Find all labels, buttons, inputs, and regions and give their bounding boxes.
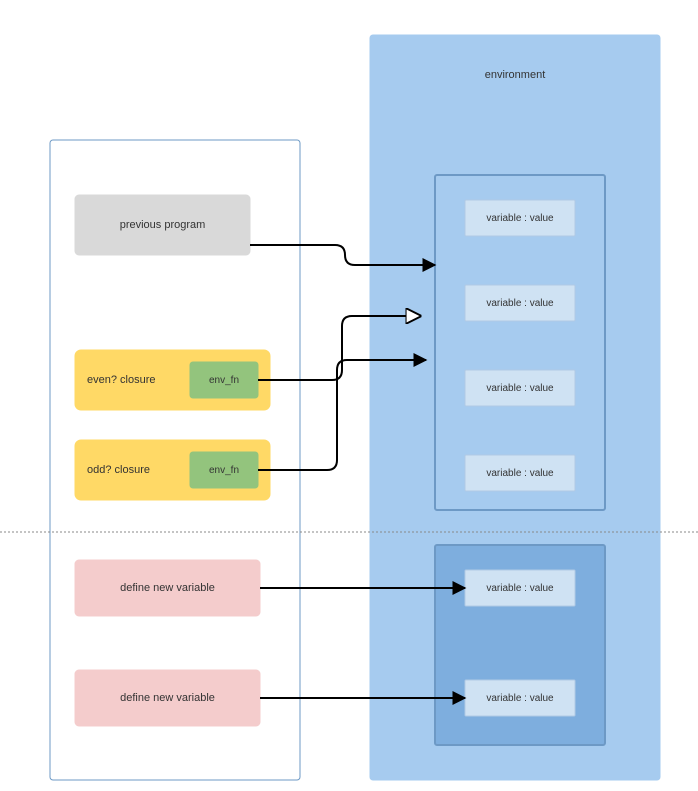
variable-label-5: variable : value	[465, 680, 575, 716]
odd-envfn-label: env_fn	[190, 452, 258, 488]
environment-title: environment	[370, 65, 660, 85]
variable-label-4: variable : value	[465, 570, 575, 606]
define-var-2-label: define new variable	[75, 670, 260, 726]
even-envfn-label: env_fn	[190, 362, 258, 398]
prev-program-label: previous program	[75, 195, 250, 255]
define-var-1-label: define new variable	[75, 560, 260, 616]
variable-label-1: variable : value	[465, 285, 575, 321]
variable-label-0: variable : value	[465, 200, 575, 236]
variable-label-2: variable : value	[465, 370, 575, 406]
odd-closure-label: odd? closure	[83, 440, 193, 500]
variable-label-3: variable : value	[465, 455, 575, 491]
even-closure-label: even? closure	[83, 350, 193, 410]
